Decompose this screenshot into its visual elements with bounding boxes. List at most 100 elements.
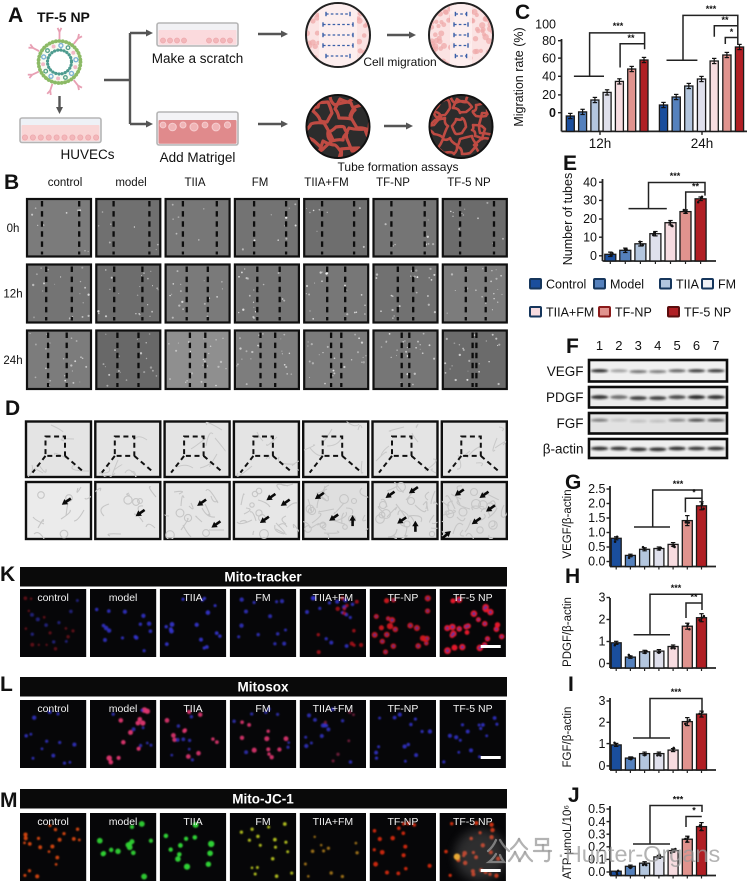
svg-text:0: 0: [599, 759, 606, 773]
svg-text:TIIA+FM: TIIA+FM: [304, 177, 348, 189]
svg-text:***: ***: [706, 4, 717, 14]
svg-text:TF-NP: TF-NP: [387, 816, 418, 828]
svg-text:3: 3: [635, 338, 642, 353]
svg-text:FM: FM: [252, 177, 269, 189]
svg-text:Migration rate (%): Migration rate (%): [512, 27, 526, 126]
svg-text:M: M: [0, 789, 18, 812]
svg-text:***: ***: [671, 583, 682, 593]
svg-text:1: 1: [599, 635, 606, 649]
svg-text:K: K: [0, 563, 15, 586]
svg-text:TIIA+FM: TIIA+FM: [313, 592, 354, 604]
svg-text:0.0: 0.0: [588, 555, 605, 569]
svg-text:1.5: 1.5: [588, 511, 605, 525]
svg-text:L: L: [0, 673, 13, 696]
svg-text:**: **: [692, 182, 700, 192]
svg-text:TIIA: TIIA: [184, 177, 205, 189]
svg-text:6: 6: [693, 338, 700, 353]
svg-text:C: C: [515, 1, 530, 24]
svg-text:*: *: [692, 488, 696, 498]
svg-text:TIIA: TIIA: [183, 592, 202, 604]
svg-text:40: 40: [583, 175, 597, 189]
svg-text:TF-5 NP: TF-5 NP: [453, 592, 493, 604]
svg-text:Control: Control: [546, 278, 586, 292]
svg-text:**: **: [690, 592, 698, 602]
svg-text:TF-5 NP: TF-5 NP: [37, 9, 90, 25]
svg-text:control: control: [37, 703, 69, 715]
svg-text:A: A: [8, 4, 23, 27]
svg-text:1.0: 1.0: [588, 526, 605, 540]
svg-text:TIIA+FM: TIIA+FM: [313, 816, 354, 828]
svg-text:D: D: [5, 397, 20, 420]
svg-text:0.0: 0.0: [588, 865, 605, 879]
svg-text:FM: FM: [718, 278, 736, 292]
svg-text:H: H: [565, 565, 580, 588]
svg-text:FM: FM: [255, 592, 270, 604]
svg-text:2.0: 2.0: [588, 497, 605, 511]
svg-text:12h: 12h: [3, 289, 22, 301]
svg-text:FM: FM: [255, 816, 270, 828]
svg-text:2: 2: [599, 716, 606, 730]
svg-text:24h: 24h: [691, 136, 714, 151]
svg-text:0: 0: [590, 249, 597, 263]
svg-text:model: model: [115, 177, 146, 189]
svg-text:***: ***: [613, 21, 624, 31]
svg-text:E: E: [563, 152, 577, 175]
svg-text:2: 2: [599, 613, 606, 627]
svg-text:TF-NP: TF-NP: [615, 306, 652, 320]
svg-text:control: control: [48, 177, 83, 189]
svg-text:J: J: [568, 784, 580, 807]
svg-text:2.5: 2.5: [588, 482, 605, 496]
svg-text:***: ***: [673, 479, 684, 489]
svg-text:20: 20: [542, 88, 556, 102]
svg-text:TIIA: TIIA: [183, 816, 202, 828]
svg-text:TIIA+FM: TIIA+FM: [546, 306, 594, 320]
svg-text:3: 3: [599, 591, 606, 605]
svg-text:model: model: [109, 816, 138, 828]
svg-text:12h: 12h: [589, 136, 612, 151]
svg-text:F: F: [566, 335, 579, 358]
svg-text:TF-NP: TF-NP: [376, 177, 410, 189]
svg-text:control: control: [37, 816, 69, 828]
svg-text:·Hunter-Organs: ·Hunter-Organs: [557, 841, 720, 867]
svg-text:TF-5 NP: TF-5 NP: [684, 306, 731, 320]
svg-text:Make a scratch: Make a scratch: [152, 51, 244, 66]
svg-text:TIIA+FM: TIIA+FM: [313, 703, 354, 715]
svg-text:control: control: [37, 592, 69, 604]
svg-text:1: 1: [599, 737, 606, 751]
svg-text:10: 10: [583, 230, 597, 244]
svg-text:I: I: [568, 673, 574, 696]
svg-text:Add Matrigel: Add Matrigel: [160, 150, 236, 165]
svg-text:Mito-tracker: Mito-tracker: [224, 570, 302, 585]
svg-text:*: *: [692, 806, 696, 816]
svg-text:TF-NP: TF-NP: [387, 703, 418, 715]
svg-text:**: **: [627, 33, 635, 43]
svg-text:model: model: [109, 703, 138, 715]
svg-text:Model: Model: [610, 278, 644, 292]
svg-text:0: 0: [599, 657, 606, 671]
svg-text:0.5: 0.5: [588, 540, 605, 554]
svg-text:20: 20: [583, 212, 597, 226]
svg-text:TF-5 NP: TF-5 NP: [447, 177, 491, 189]
svg-text:FGF/β-actin: FGF/β-actin: [562, 707, 574, 768]
svg-text:0: 0: [549, 106, 556, 120]
svg-text:VEGF: VEGF: [547, 364, 584, 379]
svg-text:24h: 24h: [3, 355, 22, 367]
svg-text:PDGF/β-actin: PDGF/β-actin: [562, 597, 574, 667]
svg-text:Number of tubes: Number of tubes: [561, 173, 575, 265]
svg-text:Mitosox: Mitosox: [237, 680, 288, 695]
svg-text:7: 7: [712, 338, 719, 353]
svg-text:80: 80: [542, 34, 556, 48]
svg-text:VEGF/β-actin: VEGF/β-actin: [562, 489, 574, 558]
svg-text:Mito-JC-1: Mito-JC-1: [232, 792, 294, 807]
svg-text:30: 30: [583, 194, 597, 208]
svg-text:100: 100: [535, 17, 556, 31]
svg-text:5: 5: [673, 338, 680, 353]
svg-text:TF-5 NP: TF-5 NP: [453, 816, 493, 828]
svg-text:Tube formation assays: Tube formation assays: [338, 160, 459, 174]
svg-text:***: ***: [673, 795, 684, 805]
svg-text:0h: 0h: [7, 223, 20, 235]
svg-text:60: 60: [542, 51, 556, 65]
svg-text:40: 40: [542, 70, 556, 84]
svg-text:B: B: [4, 171, 19, 194]
svg-text:FM: FM: [255, 703, 270, 715]
